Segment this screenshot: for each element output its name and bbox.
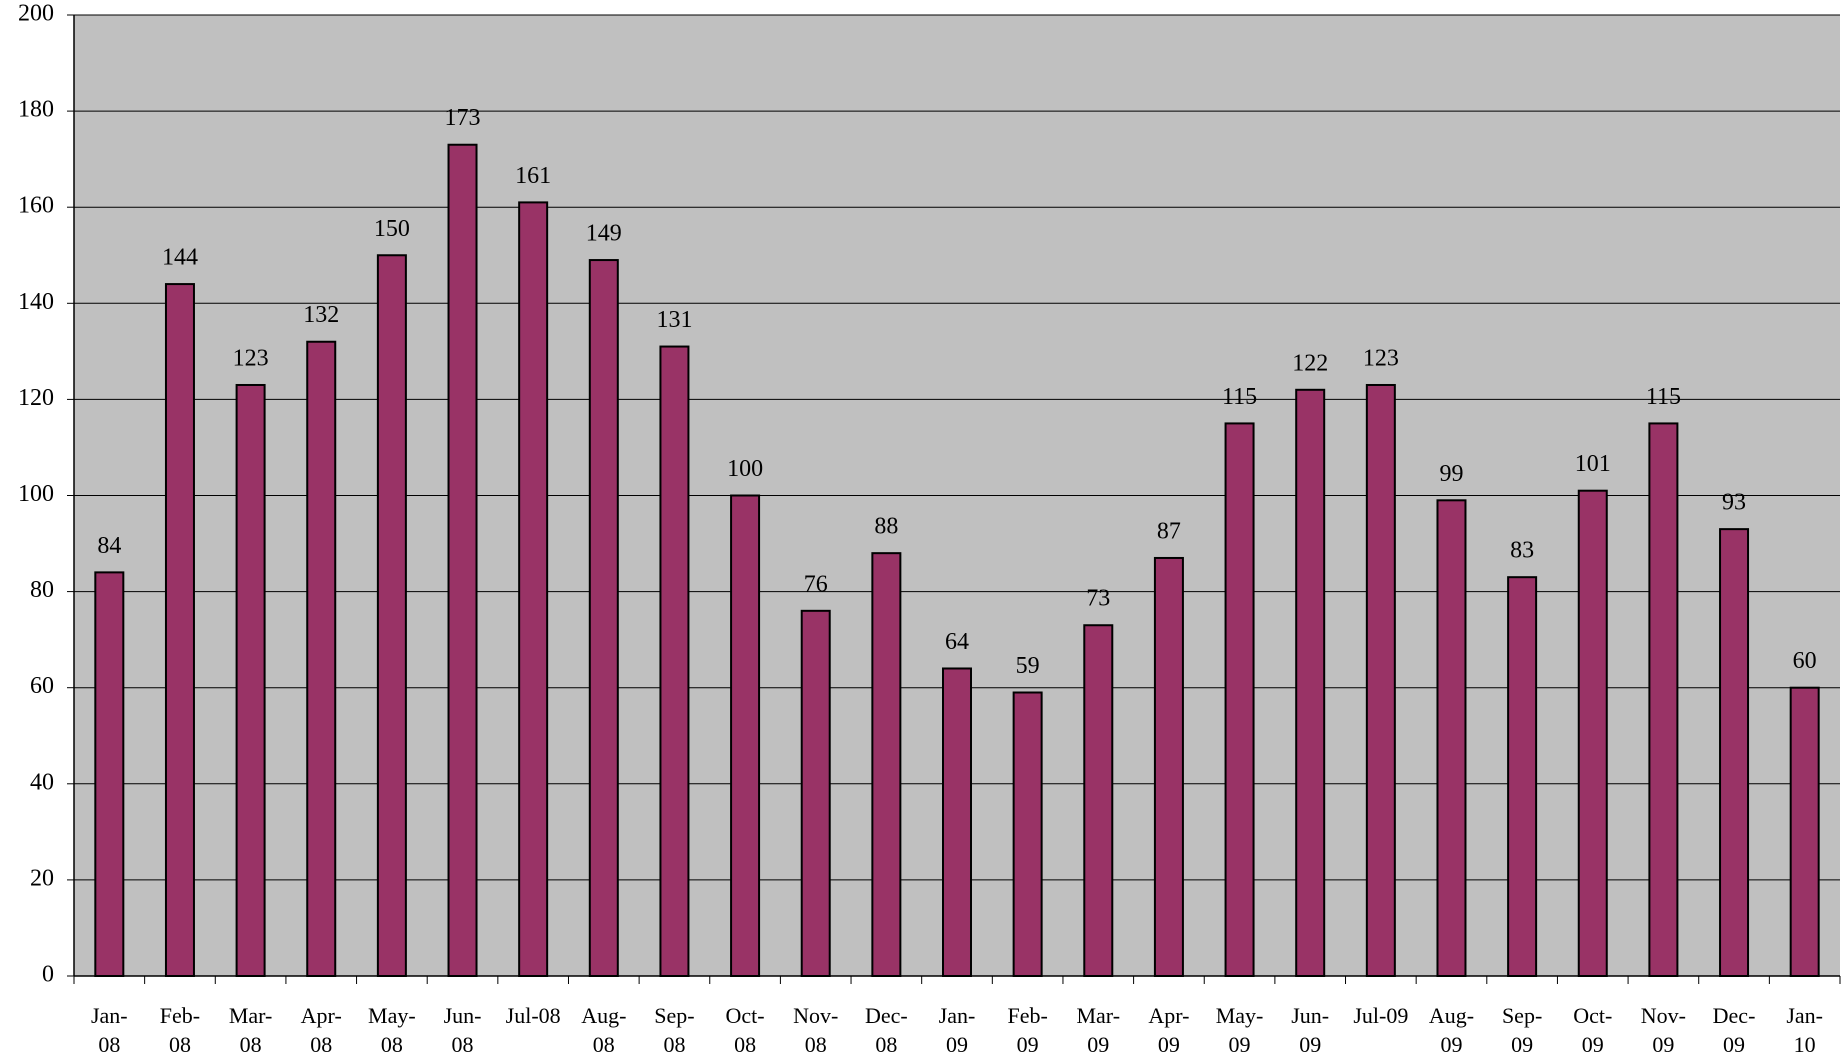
y-tick-label: 100 xyxy=(18,481,54,507)
bar xyxy=(1577,489,1608,977)
y-tick-label: 20 xyxy=(30,865,54,891)
value-label: 76 xyxy=(804,571,828,597)
x-tick-label: May-09 xyxy=(1215,1003,1264,1057)
bar xyxy=(518,201,549,977)
x-tick-label: Mar-09 xyxy=(1076,1003,1121,1057)
x-tick-label: Jun-09 xyxy=(1291,1003,1330,1057)
value-label: 93 xyxy=(1722,490,1746,516)
bar xyxy=(659,345,690,978)
value-label: 64 xyxy=(945,629,969,655)
x-tick-label: Apr-08 xyxy=(300,1003,342,1057)
value-label: 132 xyxy=(303,302,339,328)
x-tick-label: Oct-08 xyxy=(725,1003,765,1057)
bar xyxy=(235,383,266,977)
bar xyxy=(1789,686,1820,977)
x-tick-label: Mar-08 xyxy=(228,1003,273,1057)
x-tick-label: Feb-08 xyxy=(159,1003,201,1057)
x-tick-label: Dec-09 xyxy=(1712,1003,1756,1057)
bar xyxy=(1295,388,1326,978)
bar xyxy=(871,552,902,977)
bar xyxy=(376,254,407,977)
value-label: 123 xyxy=(233,345,269,371)
value-label: 73 xyxy=(1086,586,1110,612)
value-label: 123 xyxy=(1363,345,1399,371)
bar xyxy=(1224,422,1255,977)
value-label: 101 xyxy=(1575,451,1611,477)
bar xyxy=(730,494,761,977)
value-label: 99 xyxy=(1439,461,1463,487)
bar xyxy=(1365,383,1396,977)
bar xyxy=(447,143,478,978)
x-tick-label: Jan-10 xyxy=(1786,1003,1823,1057)
y-tick-label: 0 xyxy=(42,962,54,988)
value-label: 122 xyxy=(1292,350,1328,376)
x-tick-label: Aug-09 xyxy=(1428,1003,1475,1057)
x-tick-label: Jan-09 xyxy=(938,1003,976,1057)
x-tick-label: Sep-09 xyxy=(1501,1003,1543,1057)
bar xyxy=(1648,422,1679,977)
value-label: 59 xyxy=(1016,653,1040,679)
bar xyxy=(1083,624,1114,977)
value-label: 84 xyxy=(97,533,121,559)
bar xyxy=(800,609,831,977)
value-label: 144 xyxy=(162,245,198,271)
y-tick-label: 200 xyxy=(18,1,54,27)
value-label: 100 xyxy=(727,456,763,482)
bar xyxy=(94,571,125,977)
y-tick-label: 120 xyxy=(18,385,54,411)
y-tick-label: 180 xyxy=(18,97,54,123)
x-tick-label: Jun-08 xyxy=(443,1003,482,1057)
value-label: 60 xyxy=(1793,648,1817,674)
y-tick-label: 40 xyxy=(30,769,54,795)
x-tick-label: Sep-08 xyxy=(654,1003,695,1057)
value-label: 161 xyxy=(515,163,551,189)
x-tick-label: Aug-08 xyxy=(581,1003,627,1057)
bar xyxy=(942,667,972,977)
x-tick-label: Jul-08 xyxy=(505,1003,561,1028)
bar xyxy=(1507,576,1538,977)
x-tick-label: Jul-09 xyxy=(1353,1003,1409,1028)
y-tick-label: 160 xyxy=(18,193,54,219)
bar xyxy=(1153,556,1184,978)
x-tick-label: Feb-09 xyxy=(1007,1003,1048,1057)
x-tick-label: Apr-09 xyxy=(1148,1003,1190,1057)
value-label: 87 xyxy=(1157,518,1181,544)
x-tick-label: Jan-08 xyxy=(90,1003,128,1057)
value-label: 115 xyxy=(1222,384,1257,410)
value-label: 149 xyxy=(586,221,622,247)
y-tick-label: 140 xyxy=(18,289,54,315)
bar xyxy=(1436,499,1467,977)
bar xyxy=(588,259,619,977)
x-tick-label: Dec-08 xyxy=(864,1003,908,1057)
y-tick-label: 60 xyxy=(30,673,54,699)
value-label: 150 xyxy=(374,216,410,242)
bar xyxy=(306,340,337,977)
x-tick-label: May-08 xyxy=(368,1003,416,1057)
x-tick-label: Oct-09 xyxy=(1573,1003,1613,1057)
value-label: 83 xyxy=(1510,538,1534,564)
bar xyxy=(1719,528,1750,977)
value-label: 173 xyxy=(445,105,481,131)
value-label: 115 xyxy=(1646,384,1681,410)
value-label: 131 xyxy=(656,307,692,333)
bar xyxy=(1012,691,1043,977)
x-tick-label: Nov-08 xyxy=(793,1003,839,1057)
value-label: 88 xyxy=(874,514,898,540)
x-tick-label: Nov-09 xyxy=(1640,1003,1686,1057)
y-tick-label: 80 xyxy=(30,577,54,603)
bar xyxy=(164,283,195,977)
